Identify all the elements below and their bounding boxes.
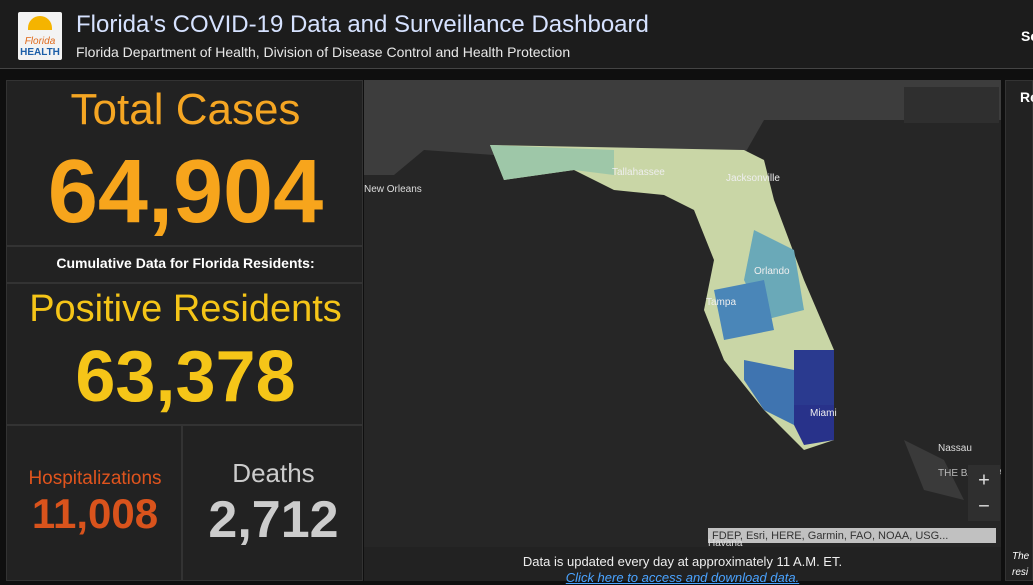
header: Florida HEALTH Florida's COVID-19 Data a… xyxy=(0,0,1033,69)
download-link[interactable]: Click here to access and download data. xyxy=(565,570,800,585)
city-label: Orlando xyxy=(754,266,790,277)
card-value: 64,904 xyxy=(47,142,324,242)
card-label: Total Cases xyxy=(70,85,301,134)
attribution: FDEP, Esri, HERE, Garmin, FAO, NOAA, USG… xyxy=(712,530,948,542)
panel-text: The xyxy=(1012,551,1030,562)
map-footer: Data is updated every day at approximate… xyxy=(364,547,1001,585)
city-label: Jacksonville xyxy=(726,173,780,184)
map-toolbar[interactable] xyxy=(904,87,999,123)
county-region xyxy=(714,280,774,340)
logo-sun xyxy=(28,16,52,30)
city-label: Nassau xyxy=(938,443,972,454)
city-label: New Orleans xyxy=(364,184,422,195)
city-label: Tampa xyxy=(706,297,736,308)
card-value: 63,378 xyxy=(75,337,296,417)
city-label: Tallahassee xyxy=(612,167,665,178)
map[interactable]: New Orleans Tallahassee Jacksonville Orl… xyxy=(364,80,1001,547)
logo-text: Florida xyxy=(24,36,56,47)
city-label: Miami xyxy=(810,408,837,419)
deaths-card: Deaths 2,712 xyxy=(182,425,363,581)
right-panel: Re The resi xyxy=(1005,80,1033,581)
card-label: Hospitalizations xyxy=(28,468,162,489)
panel-heading: Re xyxy=(1020,89,1033,105)
card-value: 11,008 xyxy=(31,490,159,537)
hospitalizations-card: Hospitalizations 11,008 xyxy=(6,425,182,581)
total-cases-card: Total Cases 64,904 xyxy=(6,80,363,246)
card-label: Deaths xyxy=(232,458,315,488)
title: Florida's COVID-19 Data and Surveillance… xyxy=(76,11,649,38)
card-label: Positive Residents xyxy=(29,288,342,330)
note-card: Cumulative Data for Florida Residents: xyxy=(6,246,363,283)
panel-text: resi xyxy=(1012,567,1029,578)
county-region xyxy=(794,350,834,405)
card-value: 2,712 xyxy=(208,491,339,549)
county-region xyxy=(490,145,614,180)
logo-text: HEALTH xyxy=(20,47,60,58)
zoom-out[interactable]: − xyxy=(978,495,990,517)
positive-card: Positive Residents 63,378 xyxy=(6,283,363,425)
county-region xyxy=(794,405,834,445)
land xyxy=(904,440,964,500)
zoom-in[interactable]: + xyxy=(978,469,990,491)
zoom-control[interactable] xyxy=(968,465,1000,521)
footer-note: Data is updated every day at approximate… xyxy=(522,554,843,569)
subtitle: Florida Department of Health, Division o… xyxy=(76,44,571,60)
attribution-bg xyxy=(708,528,996,543)
county-region xyxy=(744,360,794,425)
header-link[interactable]: Se xyxy=(1021,28,1033,44)
note: Cumulative Data for Florida Residents: xyxy=(56,255,315,271)
logo: Florida HEALTH xyxy=(18,12,62,60)
